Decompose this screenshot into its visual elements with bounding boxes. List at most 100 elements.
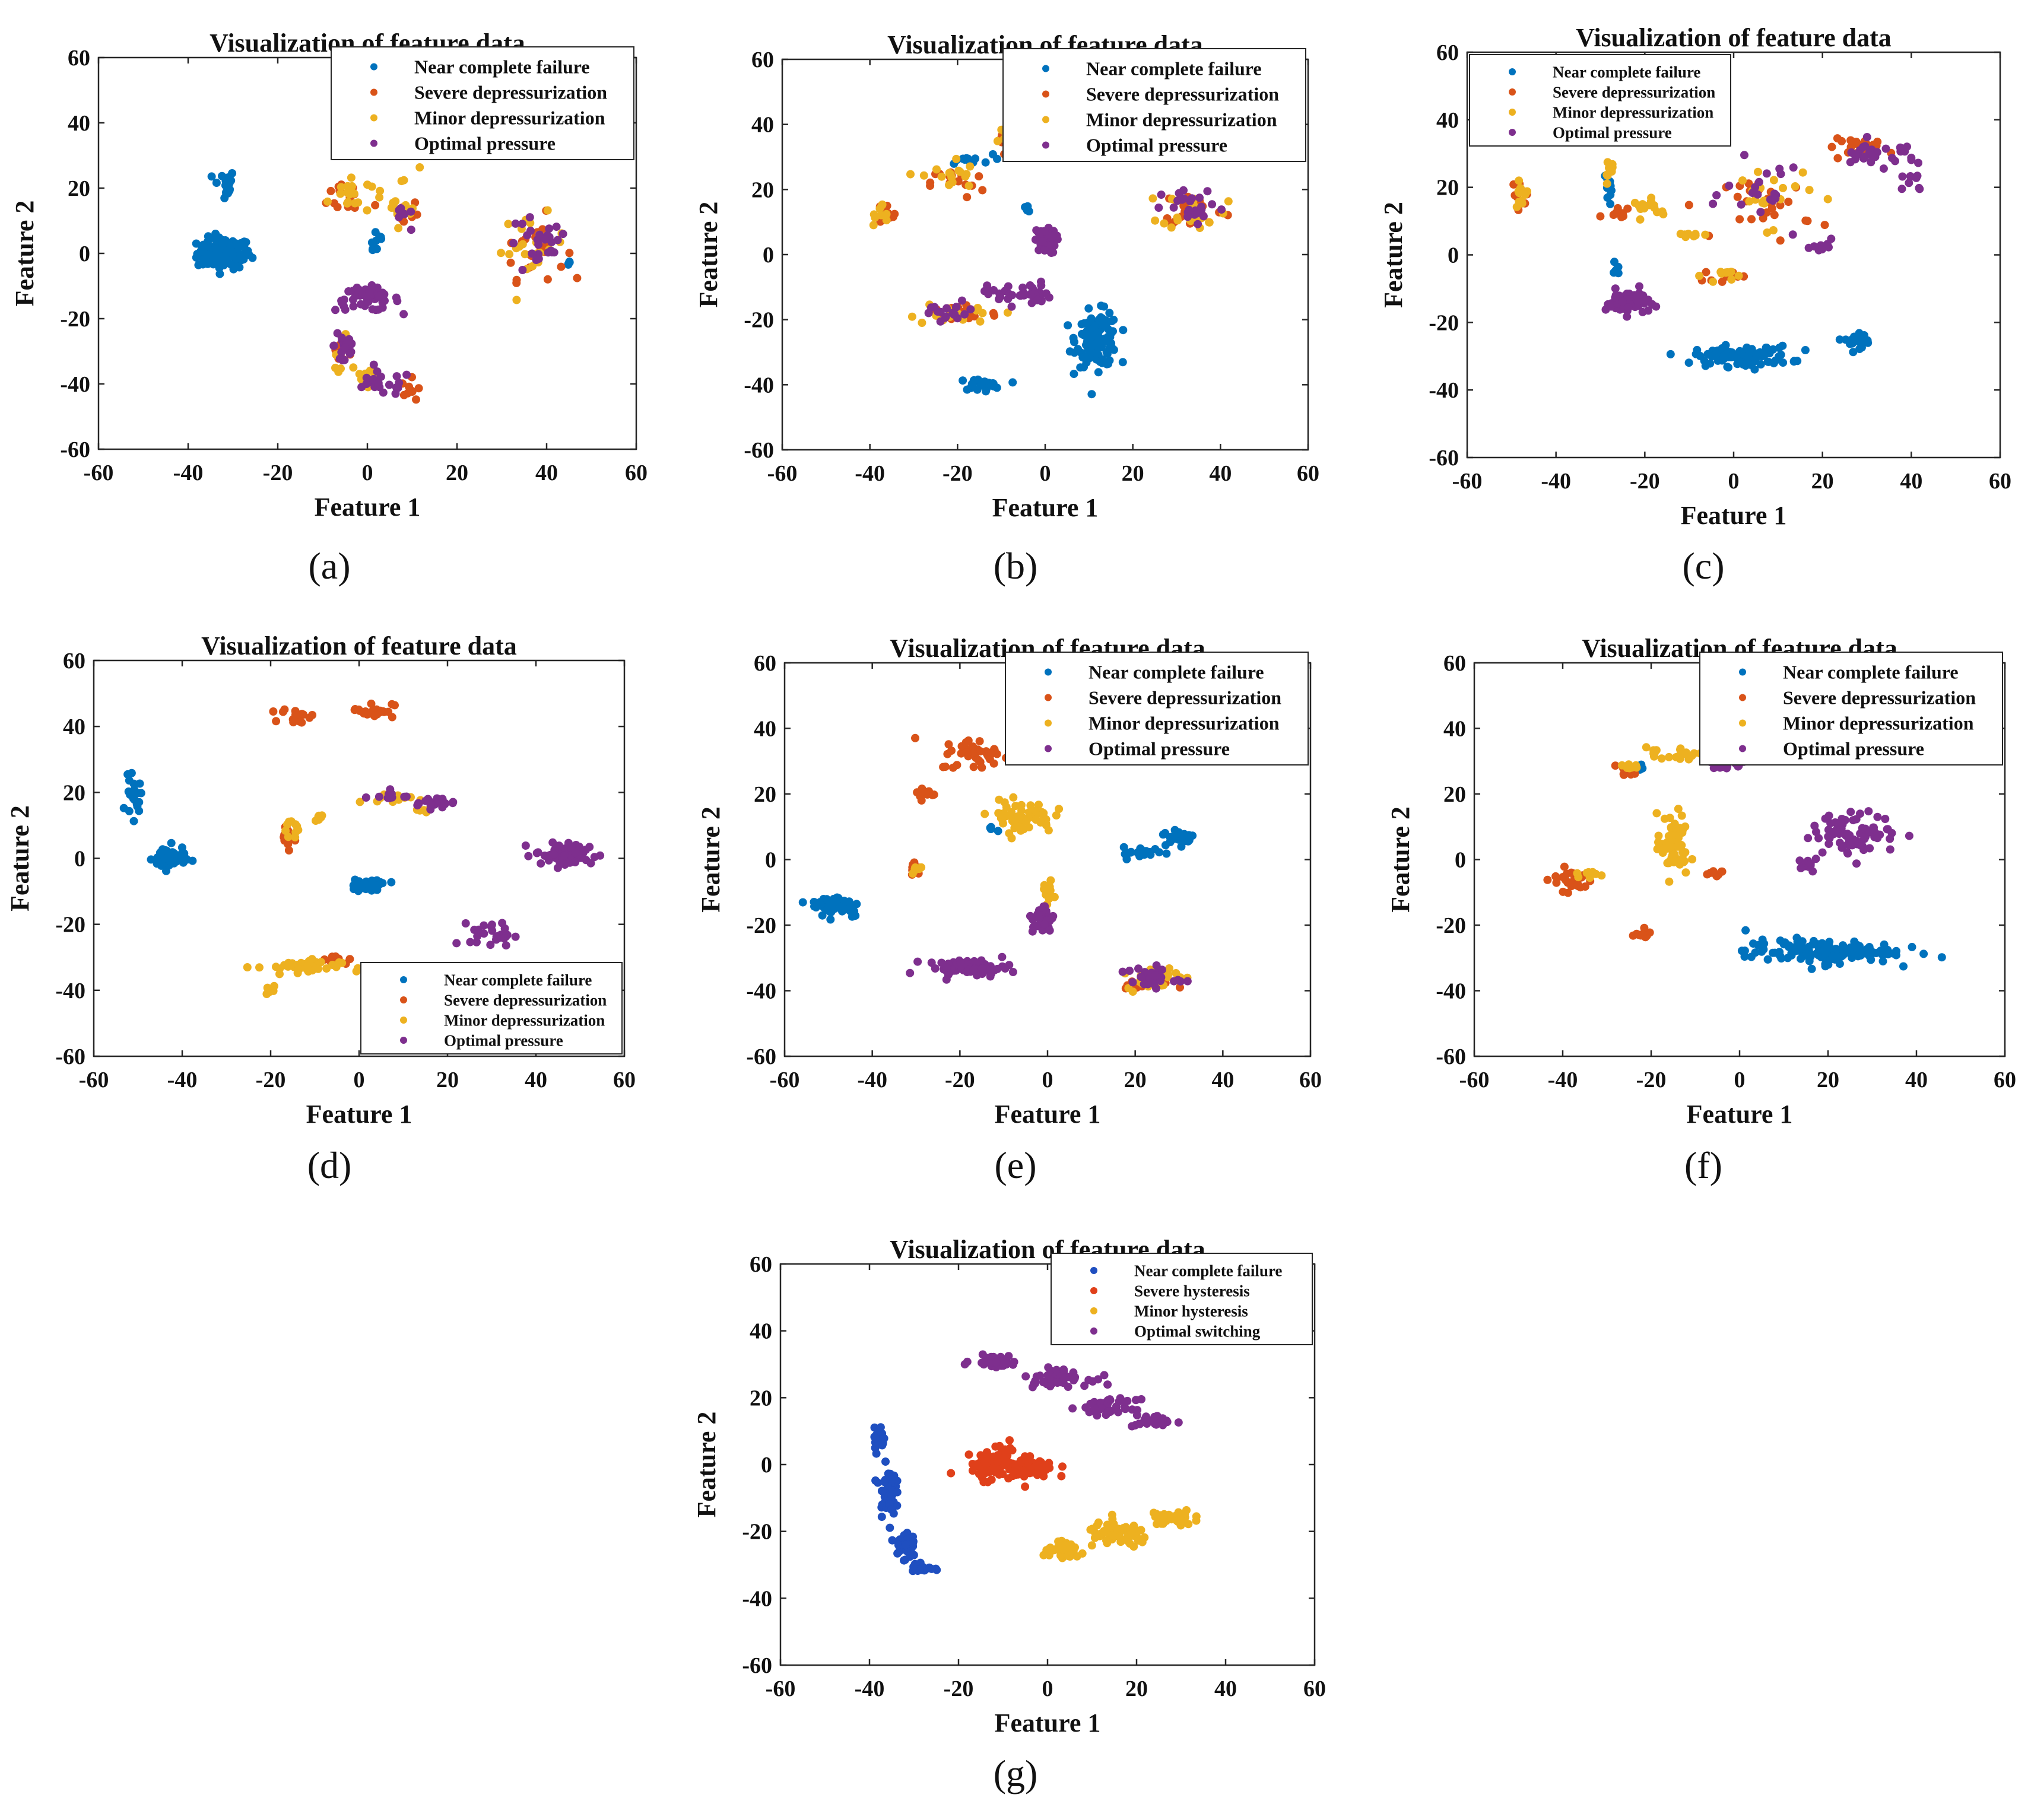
legend-entry: Minor depressurization: [1553, 103, 1713, 121]
y-tick-label: 40: [754, 717, 776, 742]
data-point: [414, 384, 423, 393]
data-point: [1182, 1506, 1191, 1514]
data-point: [135, 779, 144, 788]
data-point: [1801, 346, 1810, 354]
data-point: [196, 247, 205, 256]
data-point: [385, 793, 393, 802]
data-point: [1695, 271, 1704, 280]
data-point: [1119, 326, 1128, 335]
series-0: [119, 768, 396, 895]
x-tick-label: 40: [525, 1068, 547, 1092]
data-point: [869, 221, 878, 230]
x-axis-label: Feature 1: [1681, 501, 1787, 530]
data-point: [1008, 378, 1017, 387]
data-point: [1054, 1537, 1063, 1546]
data-point: [534, 240, 543, 249]
data-point: [1019, 1466, 1027, 1475]
data-point: [1836, 818, 1845, 827]
data-point: [926, 303, 935, 312]
data-point: [977, 1466, 986, 1475]
data-point: [1824, 832, 1833, 841]
data-point: [1100, 320, 1109, 329]
data-point: [375, 291, 383, 300]
data-point: [1001, 1452, 1010, 1461]
data-point: [1632, 763, 1641, 772]
data-point: [278, 707, 287, 716]
x-tick-label: 60: [1989, 469, 2011, 494]
data-point: [1573, 869, 1582, 878]
data-point: [973, 304, 982, 312]
y-axis-label: Feature 2: [5, 805, 34, 911]
data-point: [1205, 218, 1214, 227]
data-point: [502, 941, 510, 950]
data-point: [1003, 308, 1012, 317]
data-point: [1619, 212, 1627, 221]
data-point: [966, 162, 975, 171]
data-point: [1744, 353, 1753, 362]
data-point: [1177, 842, 1186, 851]
legend-entry: Optimal pressure: [1553, 123, 1672, 141]
x-tick-label: 20: [436, 1068, 459, 1092]
chart-title: Visualization of feature data: [1576, 23, 1892, 52]
y-tick-label: -20: [1429, 310, 1459, 335]
data-point: [525, 213, 534, 222]
legend-marker: [370, 114, 377, 122]
data-point: [881, 1457, 890, 1466]
data-point: [1757, 947, 1766, 956]
series-3: [329, 204, 567, 398]
x-tick-label: -40: [855, 461, 885, 486]
data-point: [942, 963, 951, 972]
data-point: [528, 249, 537, 258]
data-point: [387, 878, 396, 887]
data-point: [548, 248, 556, 257]
data-point: [882, 216, 891, 225]
data-point: [978, 763, 986, 772]
data-point: [585, 843, 594, 852]
data-point: [1763, 357, 1772, 366]
data-point: [1775, 352, 1783, 361]
data-point: [1135, 1419, 1144, 1428]
y-tick-label: 60: [63, 649, 85, 674]
data-point: [1652, 809, 1661, 818]
x-tick-label: 60: [1303, 1676, 1326, 1701]
y-tick-label: -40: [742, 1586, 772, 1611]
y-tick-label: -40: [60, 372, 90, 397]
series-0: [950, 150, 1128, 399]
data-point: [995, 795, 1004, 804]
data-point: [981, 158, 990, 167]
data-point: [557, 262, 566, 271]
data-point: [959, 376, 967, 385]
data-point: [969, 763, 978, 771]
y-tick-label: -60: [1429, 446, 1459, 471]
data-point: [227, 176, 236, 185]
data-point: [987, 749, 996, 758]
data-point: [133, 789, 142, 798]
y-tick-label: 0: [765, 848, 776, 873]
data-point: [1039, 809, 1048, 818]
legend-marker: [400, 1017, 407, 1024]
legend-marker: [370, 88, 377, 96]
data-point: [363, 180, 372, 189]
data-point: [348, 295, 357, 304]
data-point: [352, 967, 361, 976]
data-point: [362, 380, 371, 388]
data-point: [552, 223, 561, 231]
data-point: [486, 941, 495, 949]
data-point: [440, 800, 449, 808]
data-point: [987, 969, 996, 978]
x-tick-label: -40: [173, 460, 204, 485]
y-tick-label: -20: [1436, 913, 1466, 938]
legend-entry: Near complete failure: [414, 56, 590, 78]
data-point: [356, 300, 365, 309]
x-tick-label: 40: [1209, 461, 1232, 486]
data-point: [1907, 155, 1916, 164]
data-point: [399, 390, 408, 399]
data-point: [1823, 240, 1832, 249]
legend: Near complete failure Severe depressuriza…: [1469, 54, 1731, 147]
data-point: [993, 136, 1002, 145]
data-point: [337, 333, 346, 342]
y-tick-label: -20: [742, 1520, 772, 1545]
x-tick-label: 40: [1214, 1676, 1237, 1701]
data-point: [1035, 913, 1044, 922]
data-point: [888, 1536, 897, 1545]
